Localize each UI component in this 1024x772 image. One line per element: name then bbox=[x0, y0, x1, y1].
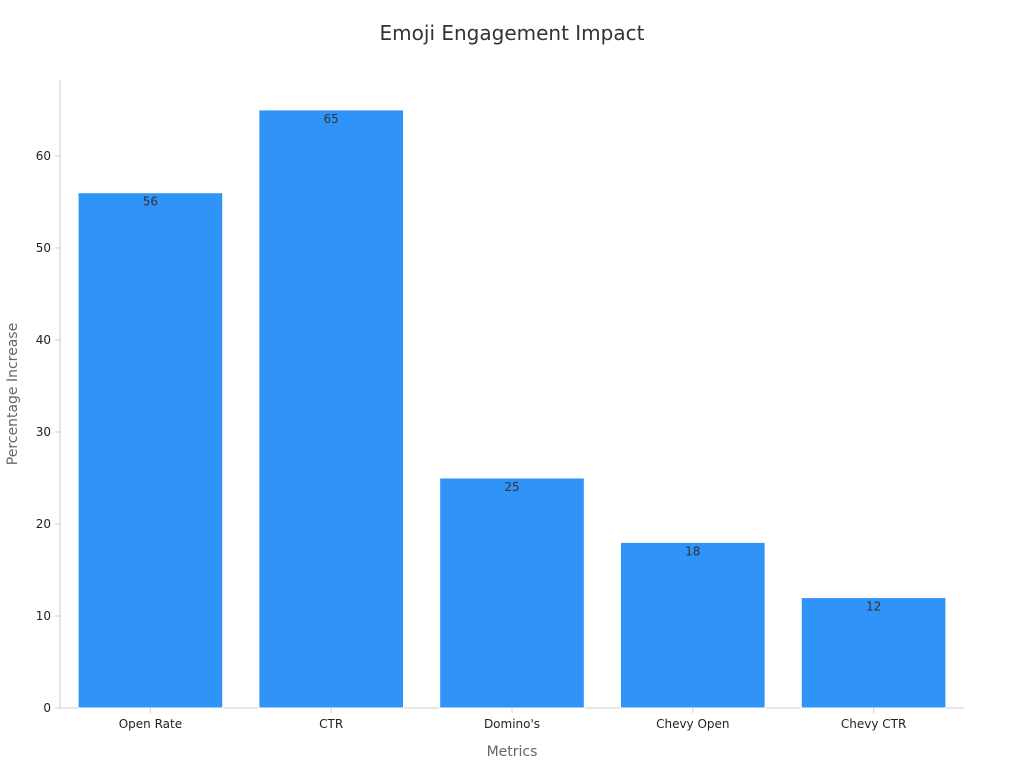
chart-title: Emoji Engagement Impact bbox=[380, 21, 645, 45]
y-tick-label: 10 bbox=[36, 609, 51, 623]
data-label: 18 bbox=[685, 544, 700, 558]
data-label: 25 bbox=[504, 480, 519, 494]
bar bbox=[800, 597, 947, 709]
bar bbox=[439, 477, 585, 709]
y-tick-label: 40 bbox=[36, 333, 51, 347]
x-tick-label: Domino's bbox=[484, 717, 540, 731]
data-label: 56 bbox=[143, 195, 158, 209]
y-tick-label: 0 bbox=[43, 701, 51, 715]
x-tick-label: Chevy CTR bbox=[841, 717, 906, 731]
data-label: 65 bbox=[324, 112, 339, 126]
y-tick-label: 30 bbox=[36, 425, 51, 439]
y-tick-label: 60 bbox=[36, 149, 51, 163]
bar bbox=[258, 109, 405, 709]
x-tick-label: CTR bbox=[319, 717, 343, 731]
x-axis-label: Metrics bbox=[487, 744, 538, 760]
data-label: 12 bbox=[866, 600, 881, 614]
y-axis-label: Percentage Increase bbox=[5, 323, 21, 465]
bar bbox=[77, 192, 224, 709]
plot-area: 0 10 20 30 40 50 60 56 Open Rate 65 CTR 25 Domino's 1… bbox=[36, 80, 964, 731]
y-tick-label: 50 bbox=[36, 241, 51, 255]
bar bbox=[619, 541, 766, 709]
x-tick-label: Open Rate bbox=[119, 717, 182, 731]
x-tick-label: Chevy Open bbox=[656, 717, 729, 731]
y-tick-label: 20 bbox=[36, 517, 51, 531]
